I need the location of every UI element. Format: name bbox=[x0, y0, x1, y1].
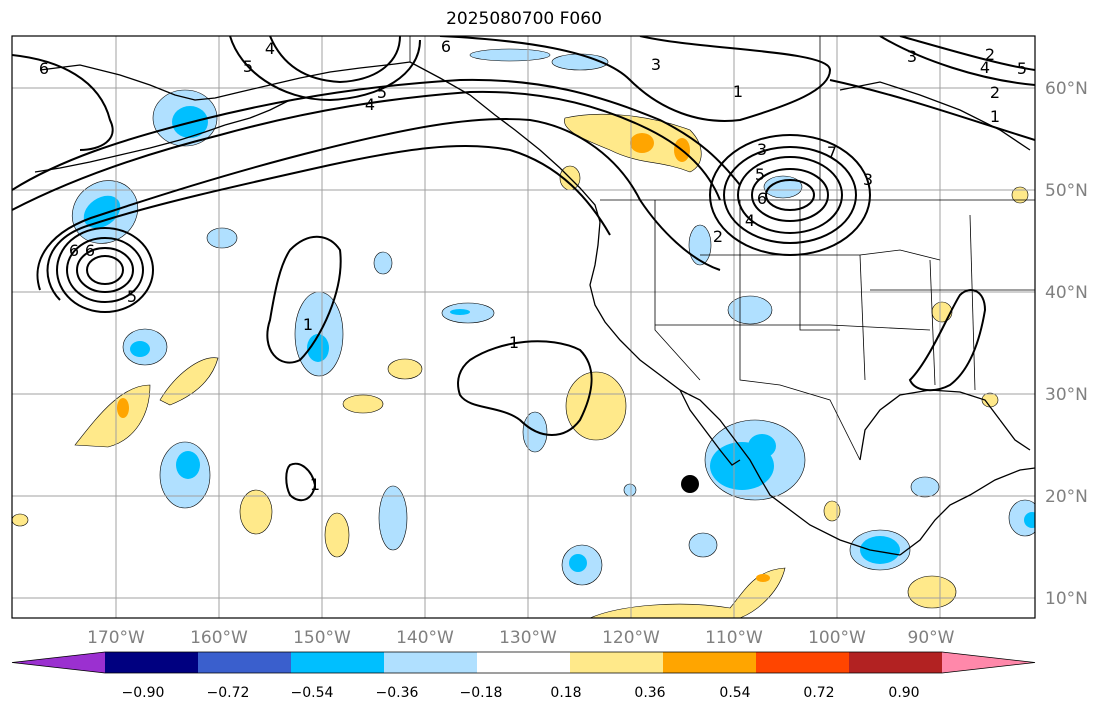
colorbar-tick-label: −0.36 bbox=[376, 685, 419, 701]
colorbar-segment bbox=[756, 652, 850, 673]
colorbar-tick-label: −0.54 bbox=[291, 685, 334, 701]
contour-label: 5 bbox=[127, 287, 137, 306]
lon-tick-label: 120°W bbox=[602, 628, 660, 648]
colorbar-segment bbox=[849, 652, 943, 673]
lon-tick-label: 150°W bbox=[293, 628, 351, 648]
contour-label: 4 bbox=[365, 95, 375, 114]
contour-label: 3 bbox=[651, 55, 661, 74]
lon-tick-label: 110°W bbox=[705, 628, 763, 648]
contour-label: 4 bbox=[265, 39, 275, 58]
contour-label: 6 bbox=[39, 59, 49, 78]
contour-label: 6 bbox=[757, 189, 767, 208]
lon-tick-label: 100°W bbox=[808, 628, 866, 648]
colorbar bbox=[11, 651, 1036, 674]
lon-tick-label: 140°W bbox=[396, 628, 454, 648]
contour-labels: 6 5 4 4 5 6 3 2 1 1 2 3 4 5 3 5 6 7 4 6 … bbox=[39, 37, 1027, 494]
map-frame bbox=[11, 35, 1036, 619]
colorbar-segment bbox=[477, 652, 571, 673]
contour-lines bbox=[12, 36, 1035, 502]
colorbar-tick-label: 0.54 bbox=[719, 685, 750, 701]
map-title: 2025080700 F060 bbox=[446, 9, 602, 29]
colorbar-tick-label: −0.18 bbox=[460, 685, 503, 701]
colorbar-tick-label: 0.18 bbox=[550, 685, 581, 701]
lat-tick-label: 20°N bbox=[1045, 487, 1088, 507]
lon-tick-label: 170°W bbox=[87, 628, 145, 648]
coastlines bbox=[34, 61, 1035, 556]
colorbar-extend-max bbox=[942, 652, 1035, 673]
lon-tick-label: 90°W bbox=[908, 628, 955, 648]
strong-negative-anomaly-shading bbox=[83, 106, 1035, 572]
black-dot-marker bbox=[681, 475, 699, 493]
contour-label: 3 bbox=[757, 140, 767, 159]
lon-tick-label: 160°W bbox=[190, 628, 248, 648]
contour-label: 6 bbox=[69, 241, 79, 260]
longitude-labels: 170°W 160°W 150°W 140°W 130°W 120°W 110°… bbox=[87, 628, 955, 648]
latitude-labels: 60°N 50°N 40°N 30°N 20°N 10°N bbox=[1045, 79, 1088, 609]
contour-label: 1 bbox=[310, 475, 320, 494]
lat-tick-label: 50°N bbox=[1045, 181, 1088, 201]
contour-label: 3 bbox=[907, 47, 917, 66]
contour-label: 5 bbox=[377, 83, 387, 102]
colorbar-segment bbox=[570, 652, 664, 673]
colorbar-tick-label: 0.72 bbox=[803, 685, 834, 701]
contour-label: 6 bbox=[85, 241, 95, 260]
contour-label: 5 bbox=[755, 165, 765, 184]
contour-label: 5 bbox=[243, 57, 253, 76]
graticule bbox=[12, 36, 1035, 618]
colorbar-segment bbox=[291, 652, 385, 673]
lat-tick-label: 30°N bbox=[1045, 385, 1088, 405]
colorbar-tick-label: −0.90 bbox=[122, 685, 165, 701]
contour-label: 1 bbox=[509, 333, 519, 352]
lon-tick-label: 130°W bbox=[499, 628, 557, 648]
contour-label: 2 bbox=[985, 45, 995, 64]
colorbar-segment bbox=[663, 652, 757, 673]
colorbar-extend-min bbox=[12, 652, 105, 673]
contour-label: 3 bbox=[863, 170, 873, 189]
colorbar-labels: −0.90 −0.72 −0.54 −0.36 −0.18 0.18 0.36 … bbox=[122, 685, 920, 701]
colorbar-tick-label: −0.72 bbox=[207, 685, 250, 701]
contour-label: 2 bbox=[990, 83, 1000, 102]
colorbar-segment bbox=[198, 652, 292, 673]
contour-label: 4 bbox=[745, 211, 755, 230]
colorbar-segment bbox=[105, 652, 199, 673]
contour-label: 6 bbox=[441, 37, 451, 56]
strong-positive-anomaly-shading bbox=[117, 133, 770, 582]
contour-label: 1 bbox=[990, 107, 1000, 126]
colorbar-segment bbox=[384, 652, 478, 673]
colorbar-tick-label: 0.90 bbox=[888, 685, 919, 701]
colorbar-outline bbox=[11, 651, 1036, 674]
contour-label: 7 bbox=[827, 143, 837, 162]
contour-label: 5 bbox=[1017, 59, 1027, 78]
colorbar-tick-label: 0.36 bbox=[634, 685, 665, 701]
contour-label: 1 bbox=[303, 315, 313, 334]
lat-tick-label: 60°N bbox=[1045, 79, 1088, 99]
lat-tick-label: 10°N bbox=[1045, 589, 1088, 609]
lat-tick-label: 40°N bbox=[1045, 283, 1088, 303]
contour-label: 2 bbox=[713, 227, 723, 246]
contour-label: 1 bbox=[733, 82, 743, 101]
contour-label: 4 bbox=[980, 58, 990, 77]
